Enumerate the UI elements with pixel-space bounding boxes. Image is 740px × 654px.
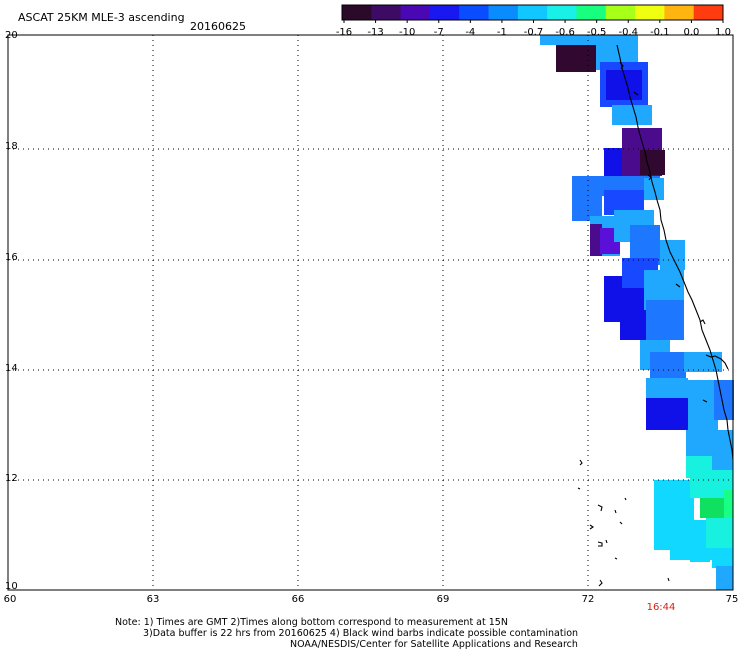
map-frame [7, 34, 734, 591]
colorbar-tick-label: 0.0 [683, 27, 699, 38]
colorbar-tick-label: -13 [367, 27, 383, 38]
colorbar-swatch [664, 5, 695, 20]
swath-cell [712, 440, 733, 470]
colorbar-swatch [459, 5, 490, 20]
colorbar-frame [341, 4, 724, 21]
swath-cell [716, 566, 733, 590]
swath-cell [556, 45, 596, 72]
swath-cell [540, 35, 596, 45]
swath-cell [646, 378, 688, 398]
swath-cell [712, 548, 733, 568]
y-tick-label: 14 [5, 363, 18, 374]
y-tick-label: 18 [5, 141, 18, 152]
swath-cell [646, 300, 684, 340]
colorbar-tick-label: -7 [434, 27, 444, 38]
x-axis-labels: 60 63 66 69 72 75 [4, 594, 739, 605]
pass-time-label: 16:44 [647, 602, 676, 613]
swath-cell [596, 35, 638, 45]
x-tick-label: 75 [726, 594, 739, 605]
swath-cell [640, 150, 665, 175]
colorbar-swatch [576, 5, 607, 20]
map-panel: 20 18 16 14 12 10 60 63 66 69 72 75 16:4… [4, 30, 739, 613]
y-tick-label: 10 [5, 581, 18, 592]
colorbar-swatch [429, 5, 460, 20]
colorbar-tick-label: -0.5 [587, 27, 607, 38]
colorbar-tick-label: -0.6 [555, 27, 575, 38]
product-title: ASCAT 25KM MLE-3 ascending [18, 11, 185, 24]
swath-cell [572, 176, 602, 221]
colorbar-tick-label: 1.0 [715, 27, 731, 38]
colorbar-tick-label: -4 [465, 27, 475, 38]
colorbar-swatch [547, 5, 577, 20]
colorbar-swatch [605, 5, 636, 20]
colorbar-swatch [400, 5, 431, 20]
grid-lines [8, 35, 733, 590]
y-axis-labels: 20 18 16 14 12 10 [5, 30, 18, 592]
swath-cell [688, 380, 718, 430]
colorbar-swatch [693, 5, 724, 20]
colorbar-tick-label: -0.7 [524, 27, 544, 38]
x-tick-label: 63 [147, 594, 160, 605]
swath-cell [690, 478, 733, 498]
colorbar: -16 -13 -10 -7 -4 -1 -0.7 -0.6 -0.5 -0.4 -0.1 0.0 1.… [336, 4, 731, 38]
note-line-1: Note: 1) Times are GMT 2)Times along bot… [115, 617, 508, 628]
swath-cell [660, 240, 685, 270]
swath-cell [654, 480, 694, 520]
y-tick-label: 12 [5, 473, 18, 484]
x-tick-label: 69 [437, 594, 450, 605]
colorbar-tick-label: -10 [399, 27, 415, 38]
colorbar-swatch [488, 5, 519, 20]
swath-cell [690, 548, 710, 562]
swath-cell [604, 148, 622, 176]
swath-cell [684, 352, 722, 372]
coastline [577, 44, 734, 587]
colorbar-swatch [371, 5, 402, 20]
colorbar-tick-label: -1 [497, 27, 507, 38]
swath-data [540, 35, 734, 590]
colorbar-tick-label: -0.1 [650, 27, 670, 38]
swath-cell [714, 380, 734, 420]
swath-cell [724, 490, 733, 520]
colorbar-tick-label: -16 [336, 27, 352, 38]
colorbar-swatch [517, 5, 548, 20]
swath-cell [654, 520, 714, 550]
colorbar-swatch [635, 5, 665, 20]
swath-cell [590, 224, 602, 256]
swath-cell [706, 518, 733, 548]
date-label: 20160625 [190, 20, 246, 33]
x-tick-label: 66 [292, 594, 305, 605]
swath-cell [612, 105, 652, 125]
x-tick-label: 72 [582, 594, 595, 605]
notes: Note: 1) Times are GMT 2)Times along bot… [115, 617, 578, 650]
y-tick-label: 20 [5, 30, 18, 41]
colorbar-swatch [342, 5, 372, 20]
swath-cell [646, 398, 688, 430]
note-line-2: 3)Data buffer is 22 hrs from 20160625 4)… [143, 628, 578, 639]
colorbar-tick-label: -0.4 [618, 27, 638, 38]
note-line-3: NOAA/NESDIS/Center for Satellite Applica… [290, 639, 578, 650]
y-tick-label: 16 [5, 252, 18, 263]
swath-cell [650, 352, 686, 380]
x-tick-label: 60 [4, 594, 17, 605]
